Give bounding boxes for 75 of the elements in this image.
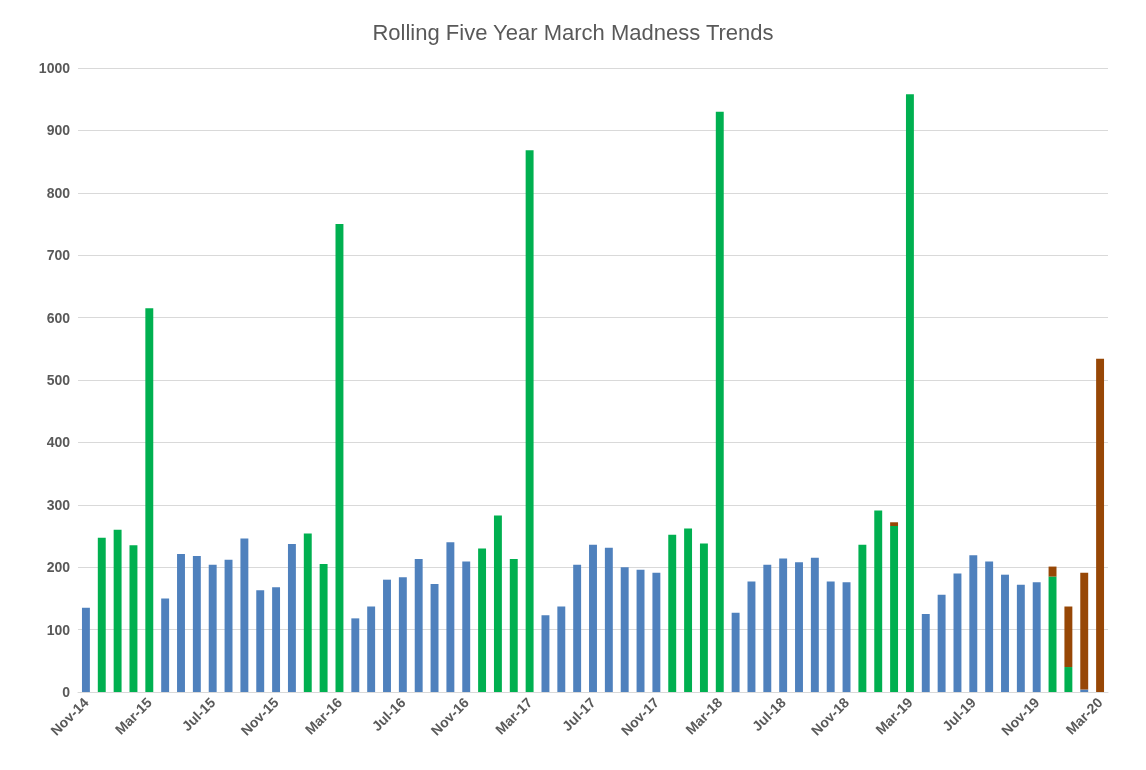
y-tick-label: 1000 [38,60,71,76]
bar [446,542,455,692]
bar [287,544,296,692]
bar [905,94,914,692]
y-tick-label: 800 [46,184,71,201]
bar [842,582,851,692]
y-tick-label: 200 [46,559,71,576]
bar [604,547,613,692]
bar [383,579,391,692]
bar [985,561,994,692]
bar [573,564,582,692]
bar [699,543,708,692]
y-tick-label: 700 [46,247,71,264]
y-tick-label: 300 [46,496,71,513]
bar [430,584,439,692]
bar [1064,606,1073,668]
bar [1032,582,1041,692]
bar [731,612,740,692]
chart-title: Rolling Five Year March Madness Trends [372,19,774,45]
bar [351,618,360,692]
bar [890,522,899,527]
bar [208,564,217,692]
bar [525,150,534,692]
bar [826,581,835,692]
bar [462,561,471,692]
bar [858,544,867,692]
y-tick-label: 500 [46,372,71,388]
bar [319,564,328,692]
bar [398,577,407,692]
bar [367,606,376,692]
bar [161,598,170,692]
bar [795,562,803,692]
bar [937,594,946,692]
bar [414,559,423,692]
bar [668,534,677,692]
bar [145,308,154,692]
bar [509,559,518,692]
bar [256,590,265,692]
bar [636,569,645,692]
bar [272,587,281,692]
bar [81,607,90,692]
y-tick-label: 100 [46,621,71,638]
bar [493,515,502,692]
bar [303,533,312,692]
bar [921,614,930,692]
bar [779,558,788,692]
bar [684,528,693,692]
bar [890,526,899,692]
bar [874,510,883,692]
bar [1064,667,1073,692]
bar [478,548,487,692]
y-tick-label: 600 [46,309,71,326]
y-tick-label: 400 [46,434,71,451]
y-tick-label: 0 [62,684,71,700]
bar [240,538,249,692]
bar [97,537,106,692]
bar [1016,584,1025,692]
bar [557,606,566,692]
bar [763,564,772,692]
bar [177,554,185,692]
bar [224,559,233,692]
bar [969,555,978,692]
bar [715,111,724,692]
bar [1080,572,1089,690]
bar [192,555,201,692]
bar [113,529,122,692]
bar [620,567,629,692]
bar [1096,358,1105,692]
bar [652,572,661,692]
bar [810,557,819,692]
bar [1048,566,1057,577]
bar [589,544,597,692]
bar [1048,576,1057,692]
bar [1001,574,1009,692]
y-tick-label: 900 [46,122,71,139]
